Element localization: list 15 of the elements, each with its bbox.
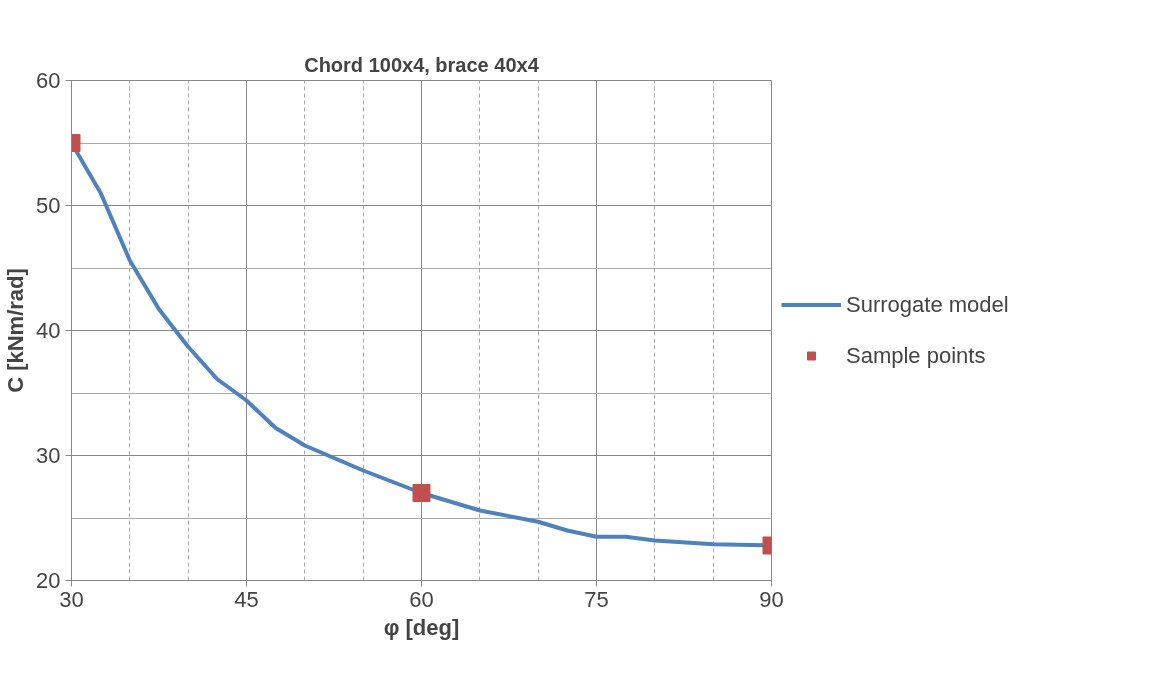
legend-label: Surrogate model bbox=[846, 291, 1009, 318]
y-tick-label: 20 bbox=[36, 568, 61, 593]
x-tick-label: 90 bbox=[759, 586, 784, 612]
x-tick-label: 75 bbox=[584, 586, 609, 612]
x-tick-label: 45 bbox=[234, 586, 259, 612]
x-tick-label: 60 bbox=[409, 586, 434, 612]
y-tick-label: 40 bbox=[36, 318, 61, 343]
chart-title: Chord 100x4, brace 40x4 bbox=[304, 53, 540, 76]
y-tick-label: 30 bbox=[36, 443, 61, 468]
x-axis-title: φ [deg] bbox=[383, 614, 460, 640]
y-tick-label: 60 bbox=[36, 68, 61, 93]
x-tick-label: 30 bbox=[59, 586, 84, 612]
y-axis-title: C [kNm/rad] bbox=[3, 268, 29, 393]
y-tick-label: 50 bbox=[36, 193, 61, 218]
legend-label: Sample points bbox=[846, 342, 986, 369]
